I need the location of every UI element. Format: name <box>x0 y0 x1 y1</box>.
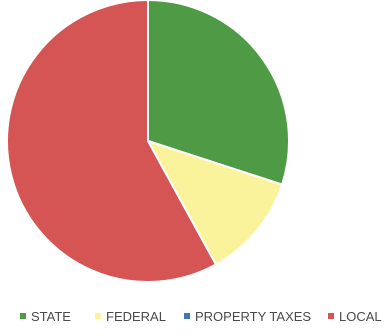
legend-marker-state <box>20 313 26 319</box>
legend-label-state: STATE <box>31 309 71 324</box>
chart-legend: STATE FEDERAL PROPERTY TAXES LOCAL <box>20 309 382 324</box>
legend-marker-federal <box>95 313 101 319</box>
legend-marker-local <box>328 313 334 319</box>
legend-label-local: LOCAL <box>339 309 382 324</box>
pie-slice-state <box>147 0 290 186</box>
pie-slice-federal <box>145 139 284 266</box>
pie-slices <box>6 0 290 283</box>
legend-label-federal: FEDERAL <box>106 309 166 324</box>
pie-slice-local <box>6 0 218 283</box>
legend-marker-property-taxes <box>184 313 190 319</box>
legend-label-property-taxes: PROPERTY TAXES <box>195 309 311 324</box>
